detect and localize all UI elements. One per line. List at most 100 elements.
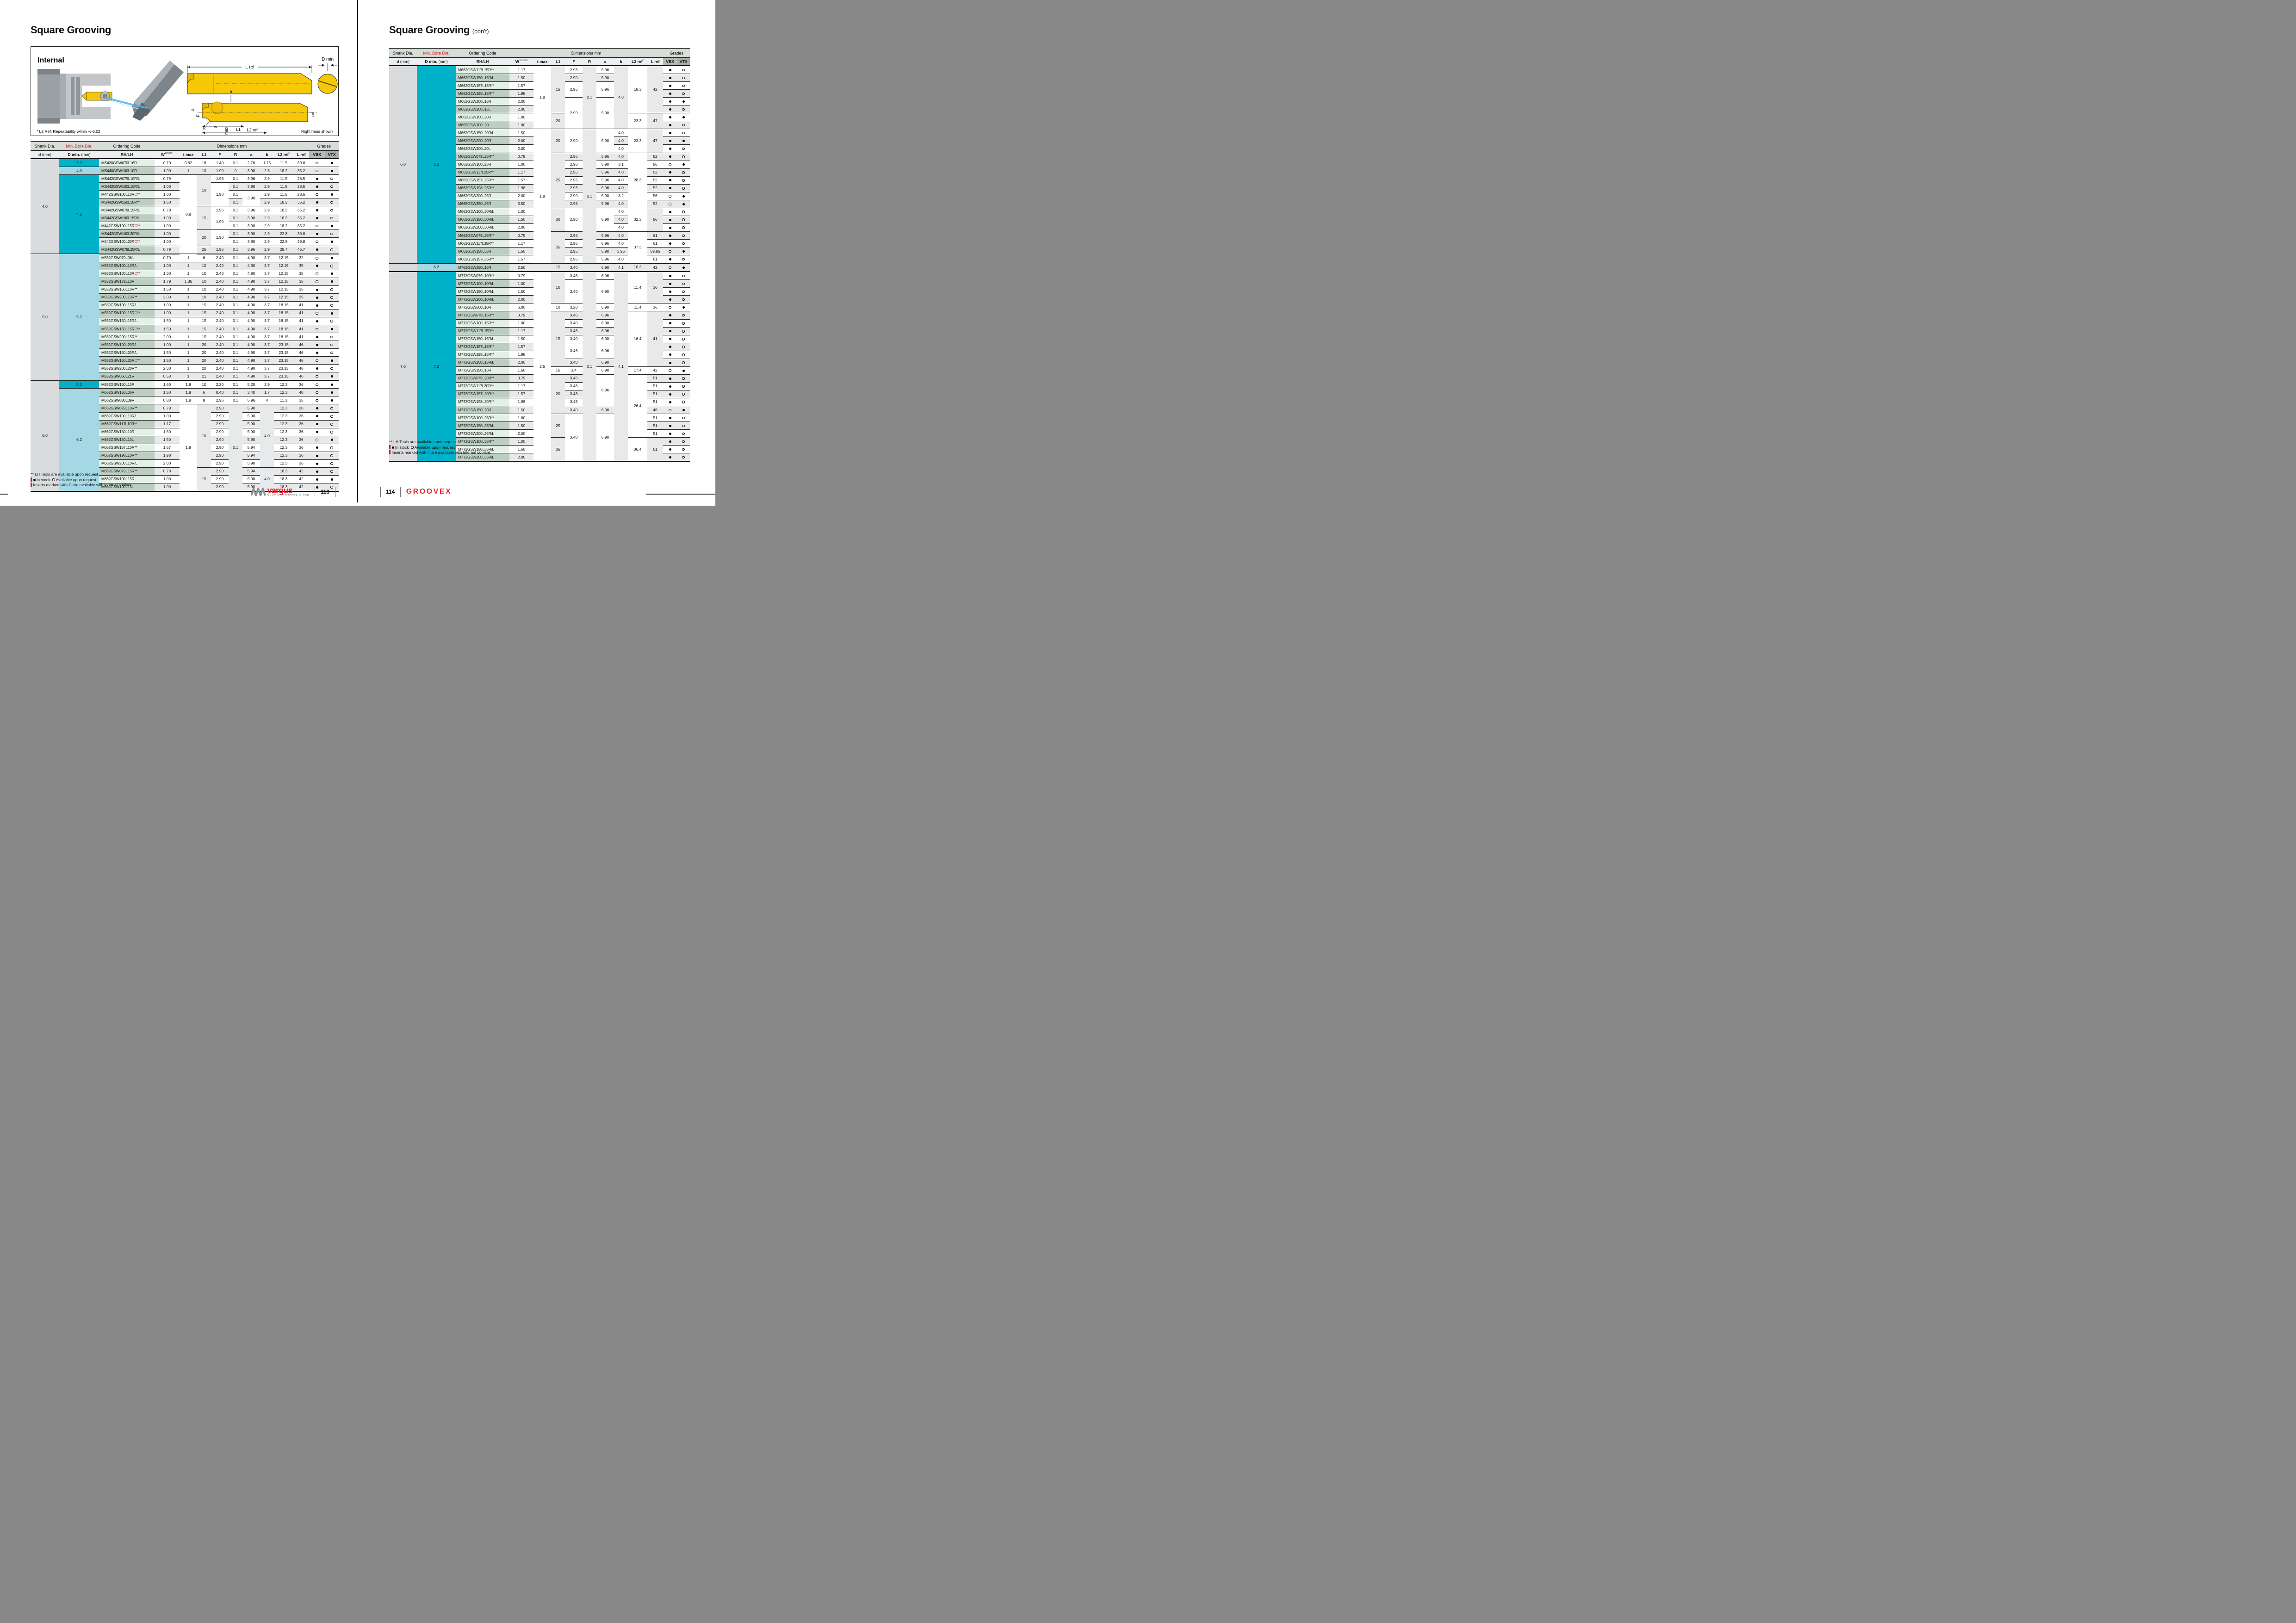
table-cell: 2.96 [565, 66, 583, 74]
table-cell: 2.40 [211, 341, 229, 349]
table-row: MS442GSW100L10R/L 1.00 1.90 0.1 3.90 2.9 11.5 2… [31, 182, 339, 207]
grade-filled-dot [309, 467, 325, 476]
table-cell: 0.1 [229, 372, 242, 381]
grade-filled-dot [677, 97, 690, 106]
grade-open-dot [309, 325, 325, 334]
table-cell: 5.90 [242, 459, 260, 468]
page-title-cont: (con't) [472, 28, 489, 35]
table-cell: 45.7 [293, 246, 310, 254]
table-cell: 35 [551, 437, 565, 462]
grade-filled-dot [663, 429, 677, 438]
table-cell: 2.00 [155, 293, 180, 302]
table-cell: 1.00 [509, 161, 534, 169]
table-cell: 3.0 [59, 159, 99, 167]
table-cell: 3.7 [260, 372, 274, 381]
table-cell: 1.17 [509, 382, 534, 390]
table-cell: 1.50 [509, 74, 534, 82]
table-cell: 46 [293, 372, 310, 381]
table-cell: 1.50 [509, 335, 534, 343]
table-cell: 47 [647, 113, 664, 130]
header-shank-dia-: Shank Dia. [389, 48, 417, 58]
grade-open-dot [677, 390, 690, 398]
ordering-code: M772GSW200L15R/L [456, 359, 509, 367]
ordering-code: M662GSW100L10R/L [99, 412, 155, 421]
table-cell: 1.50 [509, 366, 534, 375]
table-cell: 2.40 [211, 301, 229, 310]
grade-open-dot [677, 74, 690, 82]
open-dot-icon [411, 446, 414, 449]
col-w: W±0.025 [509, 57, 534, 66]
table-cell: 3.90 [242, 237, 260, 246]
footer-right: 114 GROOVEX [358, 487, 715, 501]
grade-filled-dot [677, 113, 690, 122]
grade-open-dot [677, 279, 690, 288]
grade-open-dot [677, 89, 690, 98]
table-cell: 5.96 [242, 396, 260, 405]
table-row: 4.0 3.0 MS430GSW070L16R 0.70 0.62 16 1.40 0.1 2.… [31, 159, 339, 254]
table-cell: 2.90 [211, 420, 229, 428]
table-cell: 3.40 [565, 263, 583, 273]
table-cell: 4.90 [242, 301, 260, 310]
table-cell: 1 [180, 372, 197, 381]
vargus-tagline: NEUMO Ehrenberg Group [267, 494, 310, 496]
ordering-code: M772GSW200L10R/L [456, 295, 509, 304]
table-cell: 51 [647, 374, 664, 383]
table-cell: 3.90 [242, 229, 260, 238]
ordering-code: M662GSW198L15R** [456, 89, 509, 98]
table-cell: 51 [647, 382, 664, 390]
grade-open-dot [677, 216, 690, 224]
table-cell: 1 [180, 254, 197, 262]
table-cell: 2.20 [211, 380, 229, 389]
ordering-code: M662GSW200L25R [456, 192, 509, 200]
grade-filled-dot [663, 445, 677, 454]
table-cell: 3.1 [614, 161, 628, 169]
table-row: M772GSW200L10R/L 2.00 [389, 295, 690, 304]
table-row: M772GSW200L25R/L 2.00 51 [389, 429, 690, 438]
page-title-left: Square Grooving [31, 24, 111, 36]
ordering-code: MS442GSW100L15R/L [99, 214, 155, 223]
table-cell: 12.3 [274, 444, 293, 452]
grade-filled-dot [663, 231, 677, 240]
ordering-code: M772GSW200L25R/L [456, 429, 509, 438]
col-r: R [229, 150, 242, 159]
footer-left: vargus NEUMO Ehrenberg Group 113 [0, 485, 357, 501]
table-cell: 11.3 [274, 396, 293, 405]
table-cell: 3.7 [260, 301, 274, 310]
table-cell: 2.00 [509, 453, 534, 462]
table-cell: 2.70 [242, 159, 260, 167]
table-cell: 16 [197, 159, 211, 167]
col-vtx: VTX [677, 57, 690, 66]
table-cell: 39.8 [293, 237, 310, 246]
table-cell: 0.1 [229, 246, 242, 254]
table-cell: 18.15 [274, 309, 293, 317]
table-cell: 0.8 [180, 174, 197, 254]
table-cell: 4.90 [242, 285, 260, 294]
table-row: M552GSW100L20R/L 1.00 1 20 2.40 0.1 4.90 3.7 23.… [31, 341, 339, 349]
table-cell: 6.00 [509, 303, 534, 312]
table-cell: 1 [180, 293, 197, 302]
table-cell: 16.4 [628, 311, 647, 367]
ordering-code: M772GSW150L15R/L [456, 335, 509, 343]
table-cell: 36 [293, 412, 310, 421]
table-cell: 3.7 [260, 364, 274, 373]
table-cell: 5.96 [596, 176, 614, 185]
table-row: M552GSW200L15R** 2.00 1 15 2.40 0.1 4.90 3.7 18.… [31, 333, 339, 341]
grade-open-dot [677, 351, 690, 359]
grade-filled-dot [325, 388, 339, 397]
open-dot-icon [52, 478, 55, 481]
table-row: M772GSW150L10R/L 1.50 [389, 287, 690, 296]
table-cell: 41 [293, 325, 310, 334]
dim-l1: L1 [236, 127, 241, 132]
ordering-code: M662GSW200L20R [456, 136, 509, 145]
header-dimensions-mm: Dimensions mm [509, 48, 664, 58]
table-cell: 1.96 [211, 246, 229, 254]
table-cell: 0.1 [229, 301, 242, 310]
grade-filled-dot [663, 153, 677, 161]
grade-filled-dot [309, 364, 325, 373]
dim-w: w [214, 124, 217, 129]
table-row: 7.0 7.2 M772GSW079L10R** 0.79 2.5 10 3.46 0.1 6.… [389, 272, 690, 462]
ordering-code: M552GSW200L15R** [99, 333, 155, 341]
table-cell: 5.96 [596, 81, 614, 98]
table-cell: 7.2 [417, 272, 456, 462]
